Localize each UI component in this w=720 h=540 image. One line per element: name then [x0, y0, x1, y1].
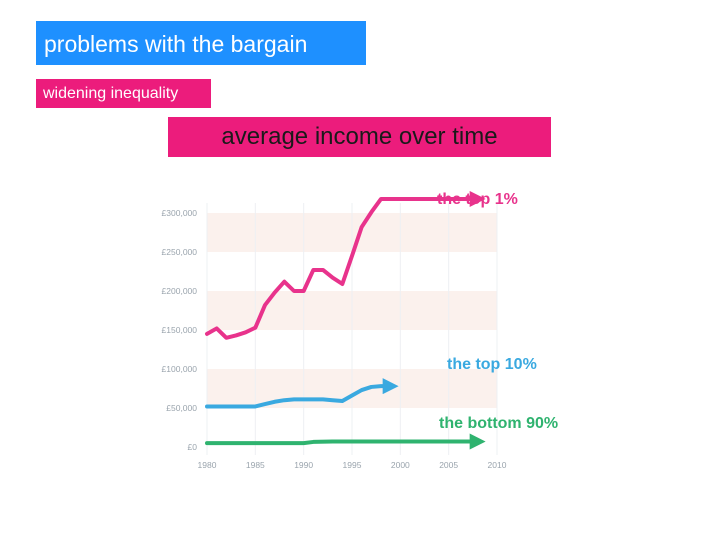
slide-title: problems with the bargain — [36, 21, 366, 65]
y-tick-label: £50,000 — [166, 403, 197, 413]
y-tick-label: £200,000 — [162, 286, 198, 296]
series-line — [205, 433, 486, 450]
y-tick-label: £300,000 — [162, 208, 198, 218]
x-tick-label: 2005 — [439, 460, 458, 470]
grid-lines — [206, 203, 498, 455]
y-tick-label: £100,000 — [162, 364, 198, 374]
series-labels: the top 1% the top 10% the bottom 90% — [437, 191, 558, 432]
series-label: the top 1% — [437, 191, 518, 208]
x-tick-label: 2010 — [488, 460, 507, 470]
slide-subtitle: widening inequality — [36, 79, 211, 108]
x-tick-label: 1985 — [246, 460, 265, 470]
series-label: the top 10% — [447, 356, 537, 373]
series-lines — [205, 190, 486, 450]
y-tick-label: £250,000 — [162, 247, 198, 257]
y-axis-ticks: £0 £50,000 £100,000 £150,000 £200,000 £250,00… — [162, 208, 198, 452]
y-tick-label: £0 — [188, 442, 198, 452]
chart-heading: average income over time — [168, 117, 551, 157]
x-tick-label: 1990 — [294, 460, 313, 470]
y-tick-label: £150,000 — [162, 325, 198, 335]
series-line — [205, 190, 486, 340]
x-tick-label: 2000 — [391, 460, 410, 470]
series-line — [205, 378, 399, 409]
x-tick-label: 1995 — [343, 460, 362, 470]
series-label: the bottom 90% — [439, 415, 558, 432]
x-tick-label: 1980 — [198, 460, 217, 470]
x-axis-ticks: 1980 1985 1990 1995 2000 2005 2010 — [198, 460, 507, 470]
